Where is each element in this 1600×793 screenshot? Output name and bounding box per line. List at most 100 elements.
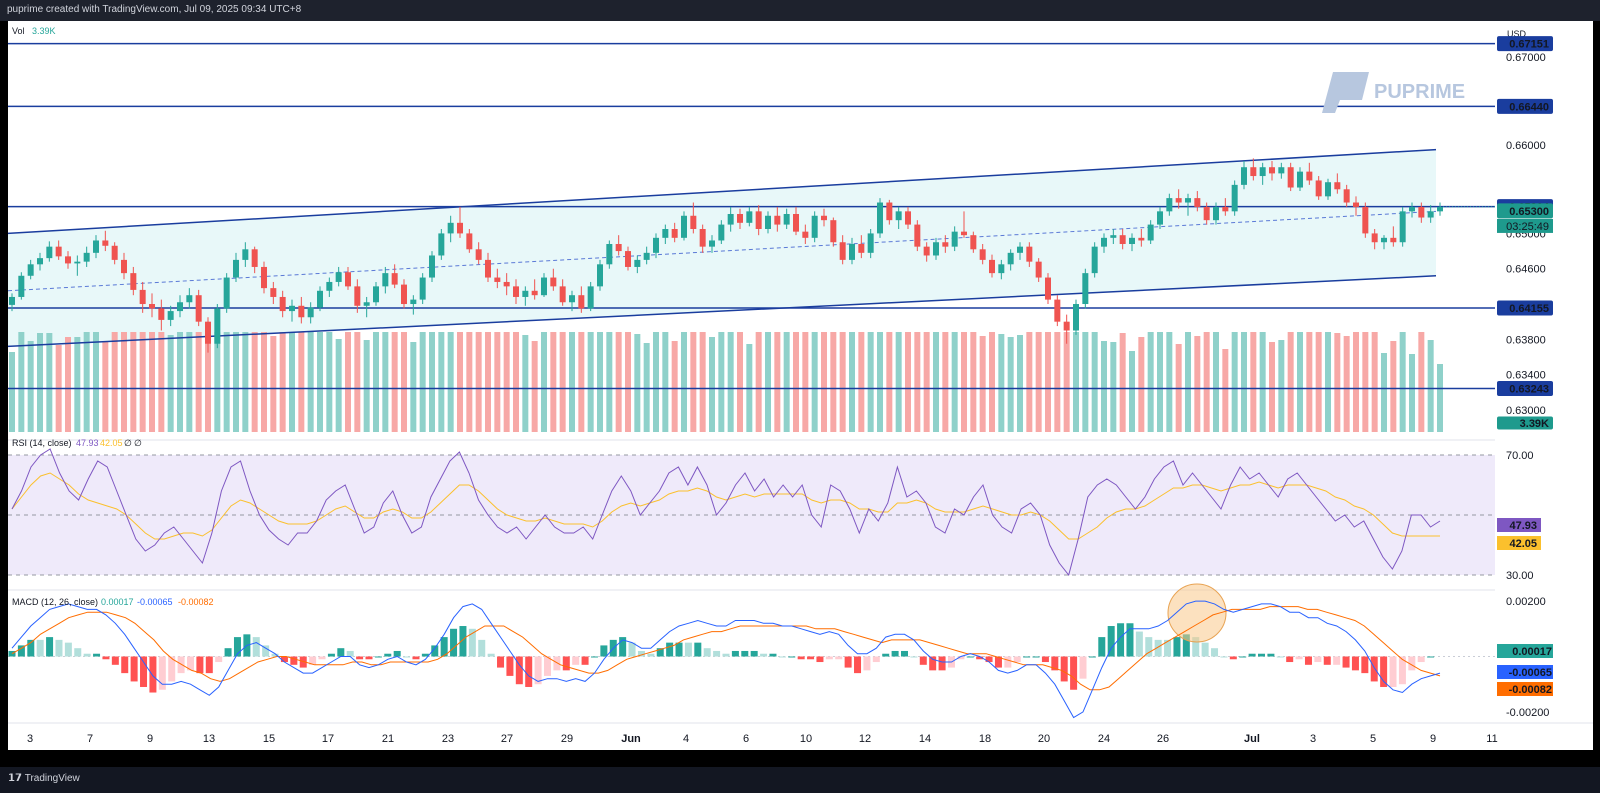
candle[interactable] xyxy=(1166,193,1173,216)
channel-lower-line[interactable] xyxy=(7,275,1437,348)
candle[interactable] xyxy=(177,295,183,318)
candle[interactable] xyxy=(1259,162,1266,185)
candle[interactable] xyxy=(774,206,781,232)
candle[interactable] xyxy=(522,286,529,306)
candle[interactable] xyxy=(354,279,361,313)
candle[interactable] xyxy=(886,199,893,225)
candle[interactable] xyxy=(1091,242,1098,278)
candle[interactable] xyxy=(46,241,53,262)
candle[interactable] xyxy=(419,273,426,305)
candle[interactable] xyxy=(261,261,267,294)
candle[interactable] xyxy=(307,302,314,324)
candle[interactable] xyxy=(1353,196,1359,216)
candle[interactable] xyxy=(961,211,967,238)
channel-upper-line[interactable] xyxy=(7,148,1437,235)
candle[interactable] xyxy=(1063,314,1070,344)
candle[interactable] xyxy=(1399,206,1406,247)
candle[interactable] xyxy=(1073,299,1079,335)
candle[interactable] xyxy=(401,279,407,309)
candle[interactable] xyxy=(345,266,351,290)
candlesticks[interactable] xyxy=(9,158,1443,353)
candle[interactable] xyxy=(27,259,34,280)
candle[interactable] xyxy=(1250,158,1257,181)
candle[interactable] xyxy=(989,254,995,278)
candle[interactable] xyxy=(65,251,71,269)
candle[interactable] xyxy=(93,235,99,259)
candle[interactable] xyxy=(1175,189,1182,209)
candle[interactable] xyxy=(1035,258,1042,282)
candle[interactable] xyxy=(587,281,594,312)
time-axis[interactable]: 3 7 9 13 15 17 21 23 27 29 Jun 4 6 10 12 14 18 20 24 26 Jul 3… xyxy=(27,733,1498,745)
candle[interactable] xyxy=(597,259,603,291)
candle[interactable] xyxy=(111,242,118,265)
candle[interactable] xyxy=(541,273,547,297)
candle[interactable] xyxy=(737,208,743,229)
candle[interactable] xyxy=(1119,229,1126,250)
candle[interactable] xyxy=(18,272,25,300)
candle[interactable] xyxy=(923,242,930,262)
candle[interactable] xyxy=(681,211,687,241)
candle[interactable] xyxy=(214,304,221,349)
candle[interactable] xyxy=(933,237,939,260)
candle[interactable] xyxy=(475,242,482,265)
candle[interactable] xyxy=(830,217,837,247)
candle[interactable] xyxy=(513,279,519,305)
candle[interactable] xyxy=(1054,295,1061,327)
price-axis[interactable]: 0.670000.660000.650000.646000.638000.634… xyxy=(1506,52,1546,417)
candle[interactable] xyxy=(1157,206,1163,229)
candle[interactable] xyxy=(578,286,585,313)
candle[interactable] xyxy=(615,235,622,256)
candle[interactable] xyxy=(149,293,155,318)
candle[interactable] xyxy=(466,229,473,253)
candle[interactable] xyxy=(671,222,678,243)
candle[interactable] xyxy=(1287,162,1294,192)
tradingview-logo[interactable]: 𝟭𝟳 TradingView xyxy=(8,773,80,784)
candle[interactable] xyxy=(1297,167,1303,192)
candle[interactable] xyxy=(1390,226,1397,247)
candle[interactable] xyxy=(270,281,277,305)
candle[interactable] xyxy=(914,220,921,252)
candle[interactable] xyxy=(643,246,650,265)
candle[interactable] xyxy=(1026,242,1033,267)
candle[interactable] xyxy=(1110,229,1117,245)
candle[interactable] xyxy=(485,252,491,282)
candle[interactable] xyxy=(942,235,949,253)
candle[interactable] xyxy=(1185,193,1191,216)
candle[interactable] xyxy=(979,244,986,265)
macd-axis[interactable]: 0.00200 -0.00200 0.00017 -0.00065 -0.00082 xyxy=(1497,596,1553,719)
candle[interactable] xyxy=(699,224,706,253)
candle[interactable] xyxy=(37,252,43,271)
candle[interactable] xyxy=(1138,229,1145,247)
candle[interactable] xyxy=(410,295,417,315)
candle[interactable] xyxy=(457,206,463,238)
candle[interactable] xyxy=(849,237,855,265)
candle[interactable] xyxy=(1315,176,1322,200)
candle[interactable] xyxy=(1409,202,1415,218)
candle[interactable] xyxy=(503,273,510,296)
candle[interactable] xyxy=(970,231,977,253)
candle[interactable] xyxy=(83,246,90,267)
candle[interactable] xyxy=(1427,205,1434,223)
candle[interactable] xyxy=(550,268,557,291)
candle[interactable] xyxy=(494,268,501,289)
candle[interactable] xyxy=(373,281,379,306)
candle[interactable] xyxy=(1203,202,1210,225)
candle[interactable] xyxy=(279,290,286,318)
candle[interactable] xyxy=(727,206,734,232)
rsi-axis[interactable]: 70.00 30.00 47.93 42.05 xyxy=(1497,450,1541,582)
candle[interactable] xyxy=(233,252,239,282)
candle[interactable] xyxy=(363,296,370,318)
candle[interactable] xyxy=(102,230,109,252)
candle[interactable] xyxy=(251,246,258,274)
candle[interactable] xyxy=(755,205,762,236)
candle[interactable] xyxy=(569,290,575,312)
candle[interactable] xyxy=(158,299,165,331)
candle[interactable] xyxy=(1325,178,1331,200)
candle[interactable] xyxy=(531,279,538,300)
candle[interactable] xyxy=(121,252,127,280)
candle[interactable] xyxy=(895,206,902,229)
candle[interactable] xyxy=(811,211,818,243)
candle[interactable] xyxy=(802,224,809,245)
candle[interactable] xyxy=(690,202,697,234)
candle[interactable] xyxy=(1269,161,1275,181)
